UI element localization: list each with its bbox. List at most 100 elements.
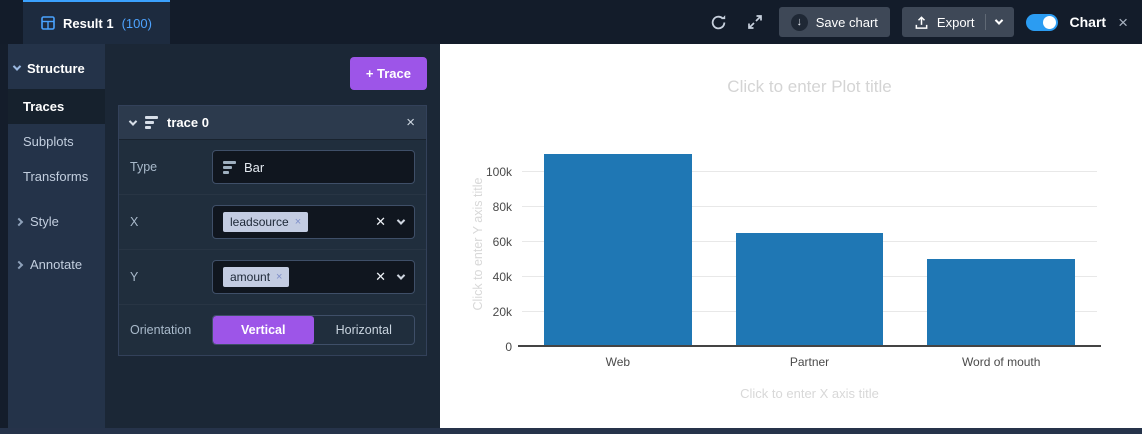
bars	[522, 140, 1097, 347]
x-label: X	[130, 215, 139, 229]
chart-toggle-label: Chart	[1069, 14, 1107, 30]
chip-remove-icon[interactable]: ×	[294, 216, 302, 228]
trace-header[interactable]: trace 0 ×	[119, 106, 426, 140]
tab-title: Result 1	[63, 15, 114, 31]
plot-area: 0 20k 40k 60k 80k 100k	[486, 140, 1101, 354]
y-tick-label: 20k	[492, 304, 512, 319]
sidebar-item-label: Traces	[23, 99, 65, 114]
sidebar-item-label: Subplots	[23, 134, 74, 149]
chevron-right-icon	[14, 260, 24, 269]
trace-type-dropdown[interactable]: Bar	[212, 150, 415, 184]
topbar-actions: ↓ Save chart Export Chart ×	[706, 7, 1142, 37]
y-tick-label: 40k	[492, 269, 512, 284]
main-content: Structure Traces Subplots Transforms Sty…	[0, 44, 1142, 428]
sidebar-item-transforms[interactable]: Transforms	[8, 159, 105, 194]
trace-panel: + Trace trace 0 × Type Bar X	[105, 44, 440, 428]
x-axis-line	[518, 345, 1101, 347]
orientation-horizontal-button[interactable]: Horizontal	[314, 316, 415, 344]
topbar: Result 1 (100) ↓ Save chart Export	[0, 0, 1142, 44]
field-row-type: Type Bar	[119, 140, 426, 195]
panel-toolbar: + Trace	[105, 44, 440, 103]
add-trace-button[interactable]: + Trace	[349, 57, 427, 90]
sidebar-item-label: Style	[30, 214, 59, 229]
clear-icon[interactable]: ✕	[375, 214, 386, 229]
chart-area: Click to enter Plot title Click to enter…	[440, 44, 1142, 428]
chip-remove-icon[interactable]: ×	[276, 271, 283, 283]
bottom-strip	[0, 428, 1142, 434]
toggle-knob	[1042, 15, 1056, 29]
remove-trace-icon[interactable]: ×	[406, 114, 415, 131]
gridline	[522, 170, 1097, 172]
plot-title-placeholder[interactable]: Click to enter Plot title	[727, 77, 892, 96]
bar	[735, 232, 884, 347]
orientation-vertical-button[interactable]: Vertical	[213, 316, 314, 344]
bar	[544, 154, 692, 347]
orientation-segmented-control: Vertical Horizontal	[212, 315, 415, 345]
close-icon[interactable]: ×	[1118, 12, 1128, 32]
tab-result-1[interactable]: Result 1 (100)	[23, 0, 170, 44]
multiselect-controls: ✕	[375, 214, 406, 230]
chart-toggle[interactable]	[1025, 13, 1058, 31]
chevron-down-icon	[128, 116, 138, 126]
y-tick-label: 100k	[485, 164, 512, 179]
trace-title: trace 0	[167, 115, 209, 130]
bar-slot	[905, 140, 1097, 347]
y-column-chip: amount ×	[223, 267, 290, 287]
chip-label: amount	[230, 270, 271, 284]
bar-slot	[522, 140, 714, 347]
bar-slot	[714, 140, 906, 347]
clear-icon[interactable]: ✕	[375, 269, 386, 284]
chevron-down-icon[interactable]	[396, 271, 406, 280]
sidebar: Structure Traces Subplots Transforms Sty…	[8, 44, 105, 428]
sidebar-item-label: Transforms	[23, 169, 89, 184]
sidebar-item-structure[interactable]: Structure	[8, 44, 105, 89]
sidebar-item-annotate[interactable]: Annotate	[8, 243, 105, 286]
upload-icon	[914, 15, 929, 30]
bar-chart-icon	[145, 116, 158, 129]
orientation-label: Orientation	[130, 323, 192, 337]
y-column-multiselect[interactable]: amount × ✕	[212, 260, 415, 294]
gridline	[522, 205, 1097, 207]
left-gutter	[0, 44, 8, 428]
export-button[interactable]: Export	[901, 7, 1014, 37]
trace-card: trace 0 × Type Bar X leadsource ×	[118, 105, 427, 356]
expand-icon[interactable]	[743, 10, 767, 34]
sidebar-item-label: Structure	[27, 61, 85, 76]
x-category-label: Word of mouth	[961, 355, 1041, 369]
y-axis-title-placeholder[interactable]: Click to enter Y axis title	[471, 177, 485, 311]
refresh-icon[interactable]	[706, 10, 731, 35]
export-label: Export	[936, 14, 975, 30]
tab-row-count: (100)	[121, 15, 152, 31]
sidebar-item-traces[interactable]: Traces	[8, 89, 105, 124]
type-label: Type	[130, 160, 158, 174]
multiselect-controls: ✕	[375, 269, 406, 285]
chip-label: leadsource	[230, 215, 289, 229]
chevron-down-icon[interactable]	[396, 216, 406, 225]
sidebar-item-style[interactable]: Style	[8, 200, 105, 243]
sidebar-item-label: Annotate	[30, 257, 83, 272]
x-category-label: Web	[605, 355, 631, 369]
button-divider	[984, 14, 986, 30]
y-tick-label: 80k	[492, 199, 512, 214]
table-icon	[41, 16, 55, 30]
x-axis-title-placeholder[interactable]: Click to enter X axis title	[740, 386, 879, 401]
field-row-orientation: Orientation Vertical Horizontal	[119, 305, 426, 355]
trace-type-value: Bar	[244, 159, 265, 175]
bar-chart-icon	[223, 160, 236, 174]
x-category-label: Partner	[789, 355, 830, 369]
save-chart-button[interactable]: ↓ Save chart	[778, 7, 890, 37]
x-column-multiselect[interactable]: leadsource × ✕	[212, 205, 415, 239]
y-tick-label: 60k	[492, 234, 512, 249]
x-column-chip: leadsource ×	[223, 212, 309, 232]
sidebar-item-subplots[interactable]: Subplots	[8, 124, 105, 159]
download-icon: ↓	[790, 13, 808, 31]
y-label: Y	[130, 270, 139, 284]
chevron-down-icon	[12, 61, 22, 71]
chevron-right-icon	[14, 217, 24, 226]
save-chart-label: Save chart	[815, 14, 878, 30]
field-row-y: Y amount × ✕	[119, 250, 426, 305]
chevron-down-icon	[994, 16, 1003, 25]
field-row-x: X leadsource × ✕	[119, 195, 426, 250]
x-categories: Web Partner Word of mouth	[522, 355, 1097, 369]
